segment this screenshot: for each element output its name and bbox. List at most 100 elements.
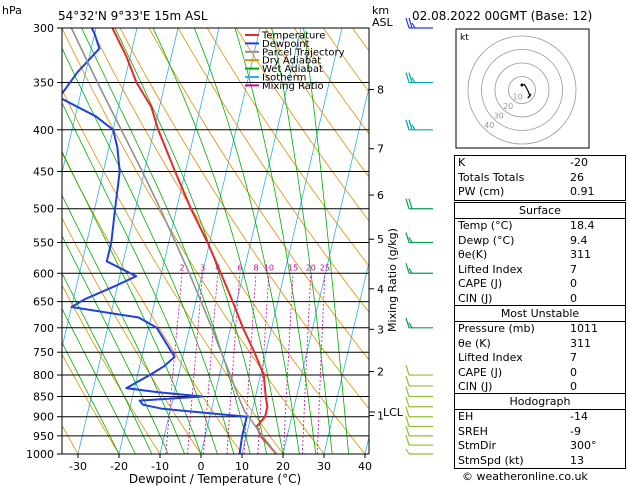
- series-point: [157, 391, 159, 393]
- wind-barb: [405, 72, 433, 84]
- series-point: [139, 400, 141, 402]
- x-tick-label: 40: [358, 460, 372, 473]
- dry-adiabat-line: [62, 353, 120, 454]
- isotherm-line: [323, 260, 369, 454]
- series-point: [120, 129, 122, 131]
- mixing-ratio-line: [165, 273, 183, 454]
- dry-adiabat-line: [264, 28, 369, 178]
- surface-label: CAPE (J): [458, 277, 503, 290]
- series-point: [246, 416, 248, 418]
- mixing-ratio-line: [283, 273, 294, 454]
- series-point: [125, 387, 127, 389]
- pressure-tick-label: 700: [33, 322, 54, 335]
- surface-value: 7: [570, 262, 577, 276]
- series-line-temperature: [111, 28, 278, 454]
- hodograph-value: -9: [570, 424, 581, 438]
- most-unstable-row: CIN (J) 0: [455, 380, 625, 395]
- pressure-tick-label: 500: [33, 203, 54, 216]
- hodograph-ring: [494, 62, 550, 118]
- series-point: [150, 106, 152, 108]
- series-point: [138, 316, 140, 319]
- km-label: km: [372, 4, 389, 17]
- x-tick-label: 0: [198, 460, 205, 473]
- hodograph-unit: kt: [460, 33, 469, 43]
- surface-row: CIN (J) 0: [455, 292, 625, 307]
- series-point: [237, 395, 239, 398]
- series-point: [241, 435, 243, 437]
- surface-label: CIN (J): [458, 291, 493, 305]
- pressure-tick-label: 900: [33, 411, 54, 424]
- mixing-ratio-label: 8: [253, 263, 258, 272]
- hodograph-label: StmSpd (kt): [458, 453, 524, 467]
- surface-row: Temp (°C) 18.4: [455, 219, 625, 234]
- most-unstable-label: CAPE (J): [458, 365, 503, 379]
- pressure-tick-label: 800: [33, 369, 54, 382]
- series-point: [116, 146, 118, 148]
- wet-adiabat-line: [62, 194, 185, 454]
- series-point: [266, 406, 268, 408]
- dry-adiabat-line: [90, 28, 366, 454]
- most-unstable-row: CAPE (J) 0: [455, 366, 625, 381]
- hodograph-label: EH: [458, 410, 474, 423]
- mixing-ratio-label: 2: [180, 263, 185, 272]
- dry-adiabat-line: [62, 217, 202, 454]
- hodograph-dot: [520, 83, 524, 87]
- wind-barb: [405, 386, 433, 398]
- surface-row: Lifted Index 7: [455, 263, 625, 278]
- hodograph-row: StmDir 300°: [455, 439, 625, 454]
- index-label: K: [458, 156, 466, 169]
- series-point: [211, 327, 213, 329]
- hodograph-ring: [467, 35, 577, 145]
- series-point: [142, 404, 144, 406]
- x-tick-label: 20: [276, 460, 290, 473]
- most-unstable-value: 0: [570, 365, 577, 379]
- most-unstable-value: 311: [570, 336, 591, 350]
- units-label: hPa: [2, 4, 22, 17]
- series-point: [244, 411, 246, 413]
- km-tick-label: 4: [377, 283, 384, 296]
- hodograph-frame: [455, 28, 590, 149]
- plot-frame: [61, 27, 370, 455]
- series-point: [159, 208, 161, 210]
- pressure-tick-label: 350: [33, 77, 54, 90]
- legend-item: Isotherm: [262, 73, 306, 84]
- isotherm-line: [62, 28, 138, 350]
- index-value: 0.91: [570, 185, 595, 198]
- legend-item: Dewpoint: [262, 39, 310, 50]
- series-point: [248, 416, 250, 418]
- index-label: PW (cm): [458, 185, 505, 198]
- legend-item: Wet Adiabat: [262, 64, 323, 75]
- isotherm-line: [200, 28, 302, 454]
- legend-item: Dry Adiabat: [262, 56, 321, 67]
- x-tick-label: -10: [151, 460, 169, 473]
- hodograph-value: -14: [570, 410, 588, 423]
- series-point: [200, 301, 202, 303]
- pressure-tick-label: 650: [33, 296, 54, 309]
- series-point: [229, 374, 231, 376]
- hodograph-ring-label: 20: [503, 102, 513, 111]
- lcl-label: LCL: [383, 406, 404, 419]
- index-row: PW (cm) 0.91: [455, 185, 625, 200]
- series-point: [125, 55, 127, 57]
- hodograph-ring-label: 30: [494, 111, 504, 120]
- series-point: [59, 97, 60, 98]
- mixing-ratio-label: 3: [200, 263, 205, 272]
- surface-value: 0: [570, 291, 577, 305]
- surface-row: Dewp (°C) 9.4: [455, 234, 625, 249]
- wind-barb: [405, 434, 433, 446]
- series-point: [207, 241, 209, 244]
- most-unstable-label: Lifted Index: [458, 351, 523, 364]
- isotherm-line: [241, 28, 343, 454]
- series-point: [220, 272, 222, 274]
- series-point: [220, 351, 222, 353]
- series-point: [95, 115, 97, 117]
- legend-item: Temperature: [261, 31, 325, 42]
- hodograph-row: StmSpd (kt) 13: [455, 454, 625, 469]
- surface-row: CAPE (J) 0: [455, 277, 625, 292]
- most-unstable-label: Pressure (mb): [458, 322, 535, 335]
- wind-barb: [405, 232, 433, 244]
- hodograph-label: StmDir: [458, 439, 497, 452]
- series-point: [261, 435, 263, 437]
- pressure-tick-label: 1000: [26, 448, 54, 461]
